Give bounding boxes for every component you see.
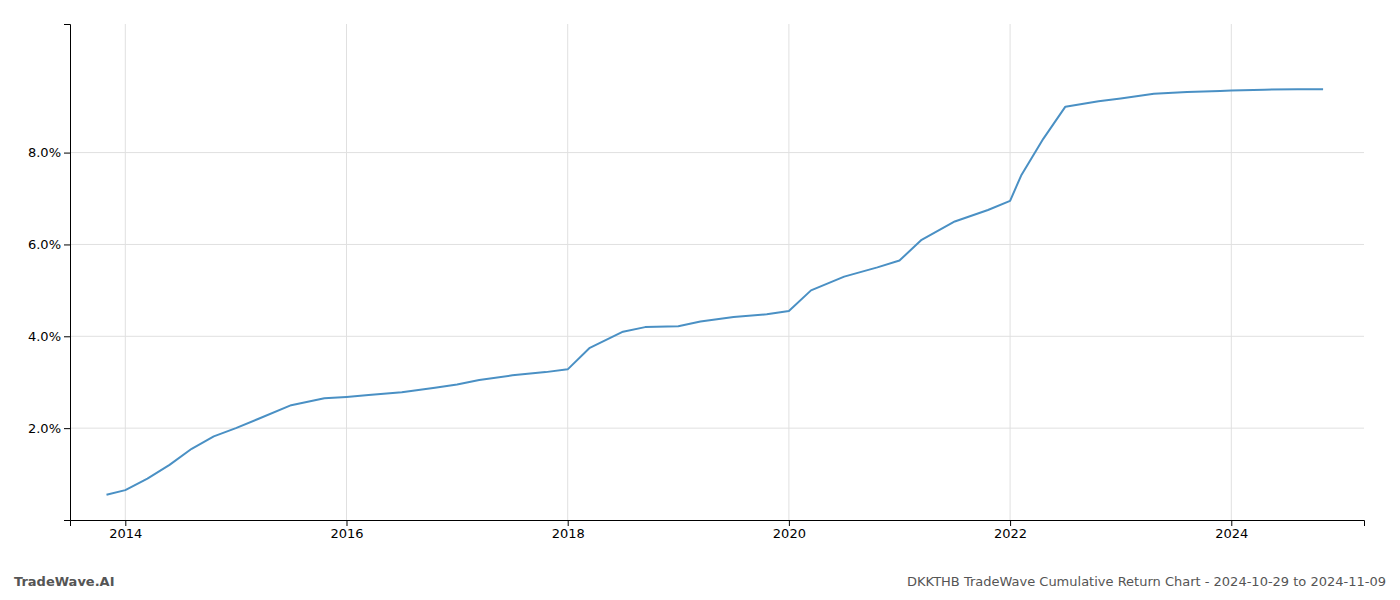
grid-line	[1231, 24, 1232, 520]
tick-mark	[1010, 520, 1011, 526]
tick: 2024	[1215, 520, 1248, 541]
grid-line	[70, 244, 1364, 245]
tick-label: 4.0%	[28, 329, 61, 344]
tick: 2.0%	[28, 421, 70, 436]
x-axis: 2014 2016 2018 2020 2022 2024	[71, 520, 1365, 541]
grid-line	[70, 336, 1364, 337]
tick-label: 2018	[552, 526, 585, 541]
tick-mark	[125, 520, 126, 526]
grid	[70, 24, 1364, 520]
tick-label: 8.0%	[28, 145, 61, 160]
tick: 8.0%	[28, 145, 70, 160]
tick-mark	[64, 428, 70, 429]
grid-line	[1010, 24, 1011, 520]
tick-mark	[789, 520, 790, 526]
tick-mark	[64, 244, 70, 245]
tick: 4.0%	[28, 329, 70, 344]
axis-line	[71, 521, 1365, 527]
tick-mark	[64, 336, 70, 337]
tick: 2020	[773, 520, 806, 541]
tick-mark	[346, 520, 347, 526]
plot-area: 2014 2016 2018 2020 2022 2024 2.0% 4.0% 6.0% 8.0%	[28, 24, 1365, 541]
y-axis: 2.0% 4.0% 6.0% 8.0%	[28, 25, 71, 521]
tick-label: 2024	[1215, 526, 1248, 541]
grid-line	[70, 152, 1364, 153]
watermark: TradeWave.AI	[14, 574, 115, 589]
tick: 2022	[994, 520, 1027, 541]
series-group	[106, 89, 1323, 495]
tick-label: 2014	[109, 526, 142, 541]
tick: 2014	[109, 520, 142, 541]
grid-line	[567, 24, 568, 520]
axis-line	[64, 25, 71, 521]
grid-line	[788, 24, 789, 520]
tick-label: 2022	[994, 526, 1027, 541]
tick-mark	[1231, 520, 1232, 526]
tick: 2018	[552, 520, 585, 541]
tick-label: 6.0%	[28, 237, 61, 252]
line	[106, 89, 1323, 495]
grid-line	[346, 24, 347, 520]
title: DKKTHB TradeWave Cumulative Return Chart…	[907, 574, 1386, 589]
chart: 2014 2016 2018 2020 2022 2024 2.0% 4.0% 6.0% 8.0%…	[0, 0, 1400, 600]
tick: 2016	[330, 520, 363, 541]
tick-label: 2.0%	[28, 421, 61, 436]
tick-mark	[64, 153, 70, 154]
tick-label: 2020	[773, 526, 806, 541]
tick-mark	[568, 520, 569, 526]
grid-line	[125, 24, 126, 520]
grid-line	[70, 428, 1364, 429]
tick: 6.0%	[28, 237, 70, 252]
tick-label: 2016	[330, 526, 363, 541]
